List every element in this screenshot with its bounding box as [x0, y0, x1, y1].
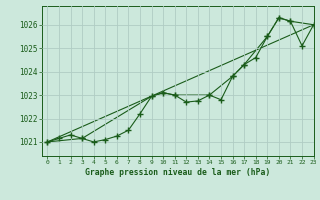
X-axis label: Graphe pression niveau de la mer (hPa): Graphe pression niveau de la mer (hPa) [85, 168, 270, 177]
